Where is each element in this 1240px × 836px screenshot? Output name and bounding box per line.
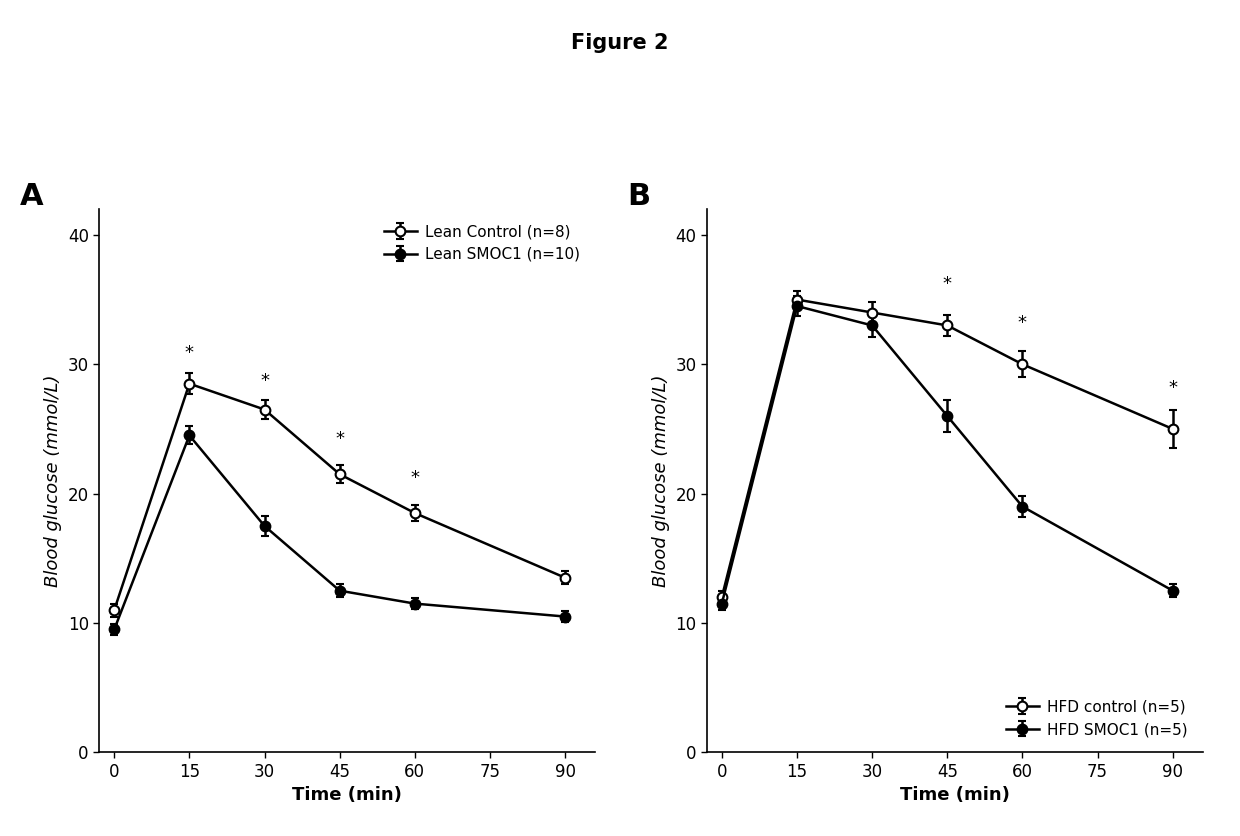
Text: *: *	[185, 344, 193, 362]
Text: *: *	[942, 275, 952, 293]
Text: *: *	[260, 372, 269, 390]
Text: *: *	[1018, 314, 1027, 332]
X-axis label: Time (min): Time (min)	[293, 787, 402, 804]
Y-axis label: Blood glucose (mmol/L): Blood glucose (mmol/L)	[652, 375, 670, 587]
Text: A: A	[20, 181, 43, 211]
Text: Figure 2: Figure 2	[572, 33, 668, 54]
Y-axis label: Blood glucose (mmol/L): Blood glucose (mmol/L)	[45, 375, 62, 587]
Text: *: *	[1168, 379, 1177, 396]
Text: B: B	[627, 181, 651, 211]
Text: *: *	[335, 431, 345, 448]
Legend: Lean Control (n=8), Lean SMOC1 (n=10): Lean Control (n=8), Lean SMOC1 (n=10)	[376, 217, 588, 269]
Text: *: *	[410, 469, 419, 487]
Legend: HFD control (n=5), HFD SMOC1 (n=5): HFD control (n=5), HFD SMOC1 (n=5)	[998, 692, 1195, 745]
X-axis label: Time (min): Time (min)	[900, 787, 1009, 804]
